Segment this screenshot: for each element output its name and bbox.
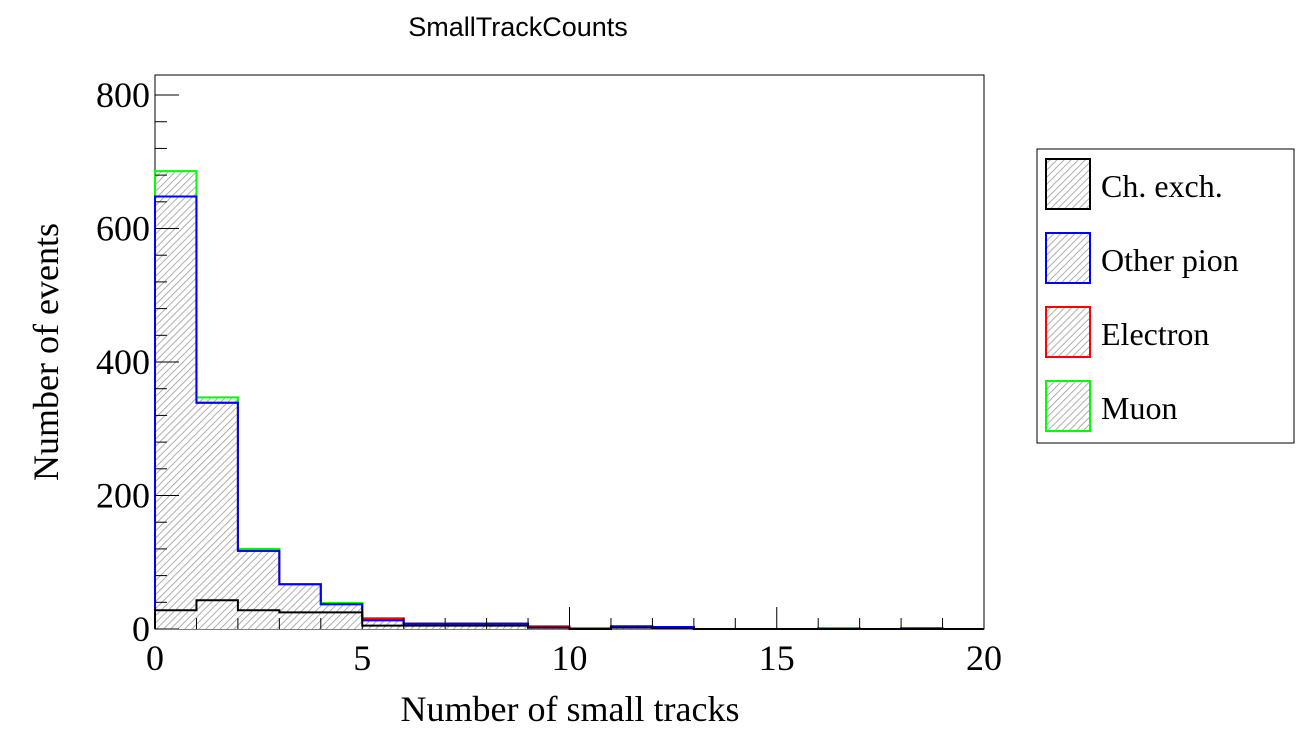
x-tick-label: 20: [966, 638, 1002, 678]
y-tick-label: 0: [132, 609, 150, 649]
histogram-bin-ch-exch-: [403, 625, 446, 629]
legend: Ch. exch. Other pion Electron Muon: [1036, 148, 1295, 444]
y-tick-label: 600: [96, 209, 150, 249]
legend-swatch: [1045, 232, 1091, 284]
legend-swatch: [1045, 306, 1091, 358]
y-tick-label: 400: [96, 342, 150, 382]
legend-swatch: [1045, 158, 1091, 210]
histogram-bin-other-pion: [155, 196, 197, 629]
x-axis-label: Number of small tracks: [401, 689, 740, 729]
histogram-bin-other-pion: [196, 402, 238, 629]
histogram-bin-ch-exch-: [155, 610, 197, 629]
y-tick-label: 800: [96, 75, 150, 115]
legend-label: Ch. exch.: [1101, 168, 1223, 204]
plot-frame: [154, 74, 985, 630]
x-tick-label: 5: [353, 638, 371, 678]
x-tick-label: 0: [146, 638, 164, 678]
histogram-bin-ch-exch-: [320, 612, 363, 629]
y-axis-label: Number of events: [26, 223, 66, 481]
histogram-bin-ch-exch-: [445, 625, 487, 629]
x-tick-label: 15: [759, 638, 795, 678]
legend-label: Muon: [1101, 390, 1177, 426]
chart-title: SmallTrackCounts: [408, 12, 628, 42]
histogram-bin-ch-exch-: [237, 610, 280, 629]
histogram-bin-other-pion: [362, 620, 404, 629]
histogram-bin-ch-exch-: [279, 612, 321, 629]
legend-swatch: [1045, 380, 1091, 432]
series-outline-other-pion: [154, 195, 984, 630]
y-tick-label: 200: [96, 476, 150, 516]
histogram-bin-ch-exch-: [196, 600, 238, 629]
legend-label: Other pion: [1101, 242, 1239, 278]
x-tick-label: 10: [552, 638, 588, 678]
legend-label: Electron: [1101, 316, 1209, 352]
histogram-bin-ch-exch-: [486, 625, 529, 629]
histogram-bars: [154, 170, 984, 630]
histogram-bin-ch-exch-: [362, 625, 404, 629]
